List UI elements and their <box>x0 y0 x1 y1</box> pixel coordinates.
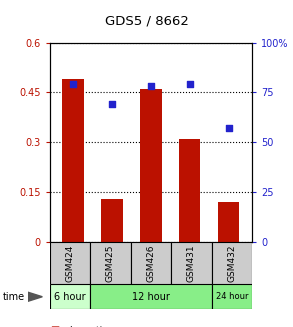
Bar <box>171 242 212 284</box>
Text: GDS5 / 8662: GDS5 / 8662 <box>105 15 188 28</box>
Bar <box>50 242 90 284</box>
Bar <box>90 242 131 284</box>
Bar <box>212 242 252 284</box>
Text: log ratio: log ratio <box>70 326 108 327</box>
Text: ■: ■ <box>50 325 59 327</box>
Text: GSM432: GSM432 <box>227 245 236 282</box>
Text: GSM431: GSM431 <box>187 244 196 282</box>
Text: GSM425: GSM425 <box>106 245 115 282</box>
Text: 12 hour: 12 hour <box>132 292 170 302</box>
Bar <box>101 199 123 242</box>
Text: GSM426: GSM426 <box>146 245 155 282</box>
Text: 24 hour: 24 hour <box>216 292 248 301</box>
Point <box>110 102 114 107</box>
Text: time: time <box>3 292 25 302</box>
Bar <box>50 284 90 309</box>
Bar <box>90 284 212 309</box>
Point <box>188 82 192 87</box>
Bar <box>131 242 171 284</box>
Point <box>71 82 76 87</box>
Bar <box>212 284 252 309</box>
Bar <box>62 79 84 242</box>
Bar <box>218 202 239 242</box>
Text: GSM424: GSM424 <box>66 245 74 282</box>
Polygon shape <box>28 292 42 301</box>
Bar <box>179 139 200 242</box>
Point <box>226 126 231 131</box>
Bar <box>140 89 161 242</box>
Point <box>149 84 153 89</box>
Text: 6 hour: 6 hour <box>54 292 86 302</box>
